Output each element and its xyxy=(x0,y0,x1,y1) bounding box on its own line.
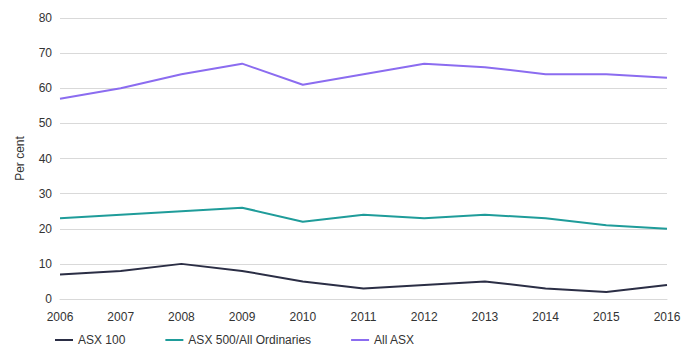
svg-text:ASX 500/All Ordinaries: ASX 500/All Ordinaries xyxy=(188,333,311,347)
svg-text:2010: 2010 xyxy=(289,310,316,324)
svg-text:50: 50 xyxy=(39,116,53,130)
svg-text:10: 10 xyxy=(39,257,53,271)
svg-text:2007: 2007 xyxy=(107,310,134,324)
svg-text:2011: 2011 xyxy=(351,310,377,324)
svg-text:20: 20 xyxy=(39,222,53,236)
svg-text:2006: 2006 xyxy=(47,310,74,324)
svg-text:2013: 2013 xyxy=(472,310,499,324)
svg-text:2014: 2014 xyxy=(532,310,559,324)
svg-text:2015: 2015 xyxy=(593,310,620,324)
svg-text:ASX 100: ASX 100 xyxy=(78,333,126,347)
svg-text:70: 70 xyxy=(39,46,53,60)
svg-text:2008: 2008 xyxy=(168,310,195,324)
svg-text:0: 0 xyxy=(45,292,52,306)
svg-text:40: 40 xyxy=(39,152,53,166)
svg-text:30: 30 xyxy=(39,187,53,201)
svg-text:All ASX: All ASX xyxy=(374,333,414,347)
svg-text:2009: 2009 xyxy=(229,310,256,324)
svg-text:2012: 2012 xyxy=(411,310,438,324)
svg-text:2016: 2016 xyxy=(654,310,681,324)
svg-text:80: 80 xyxy=(39,11,53,25)
svg-text:Per cent: Per cent xyxy=(13,135,27,180)
svg-text:60: 60 xyxy=(39,81,53,95)
